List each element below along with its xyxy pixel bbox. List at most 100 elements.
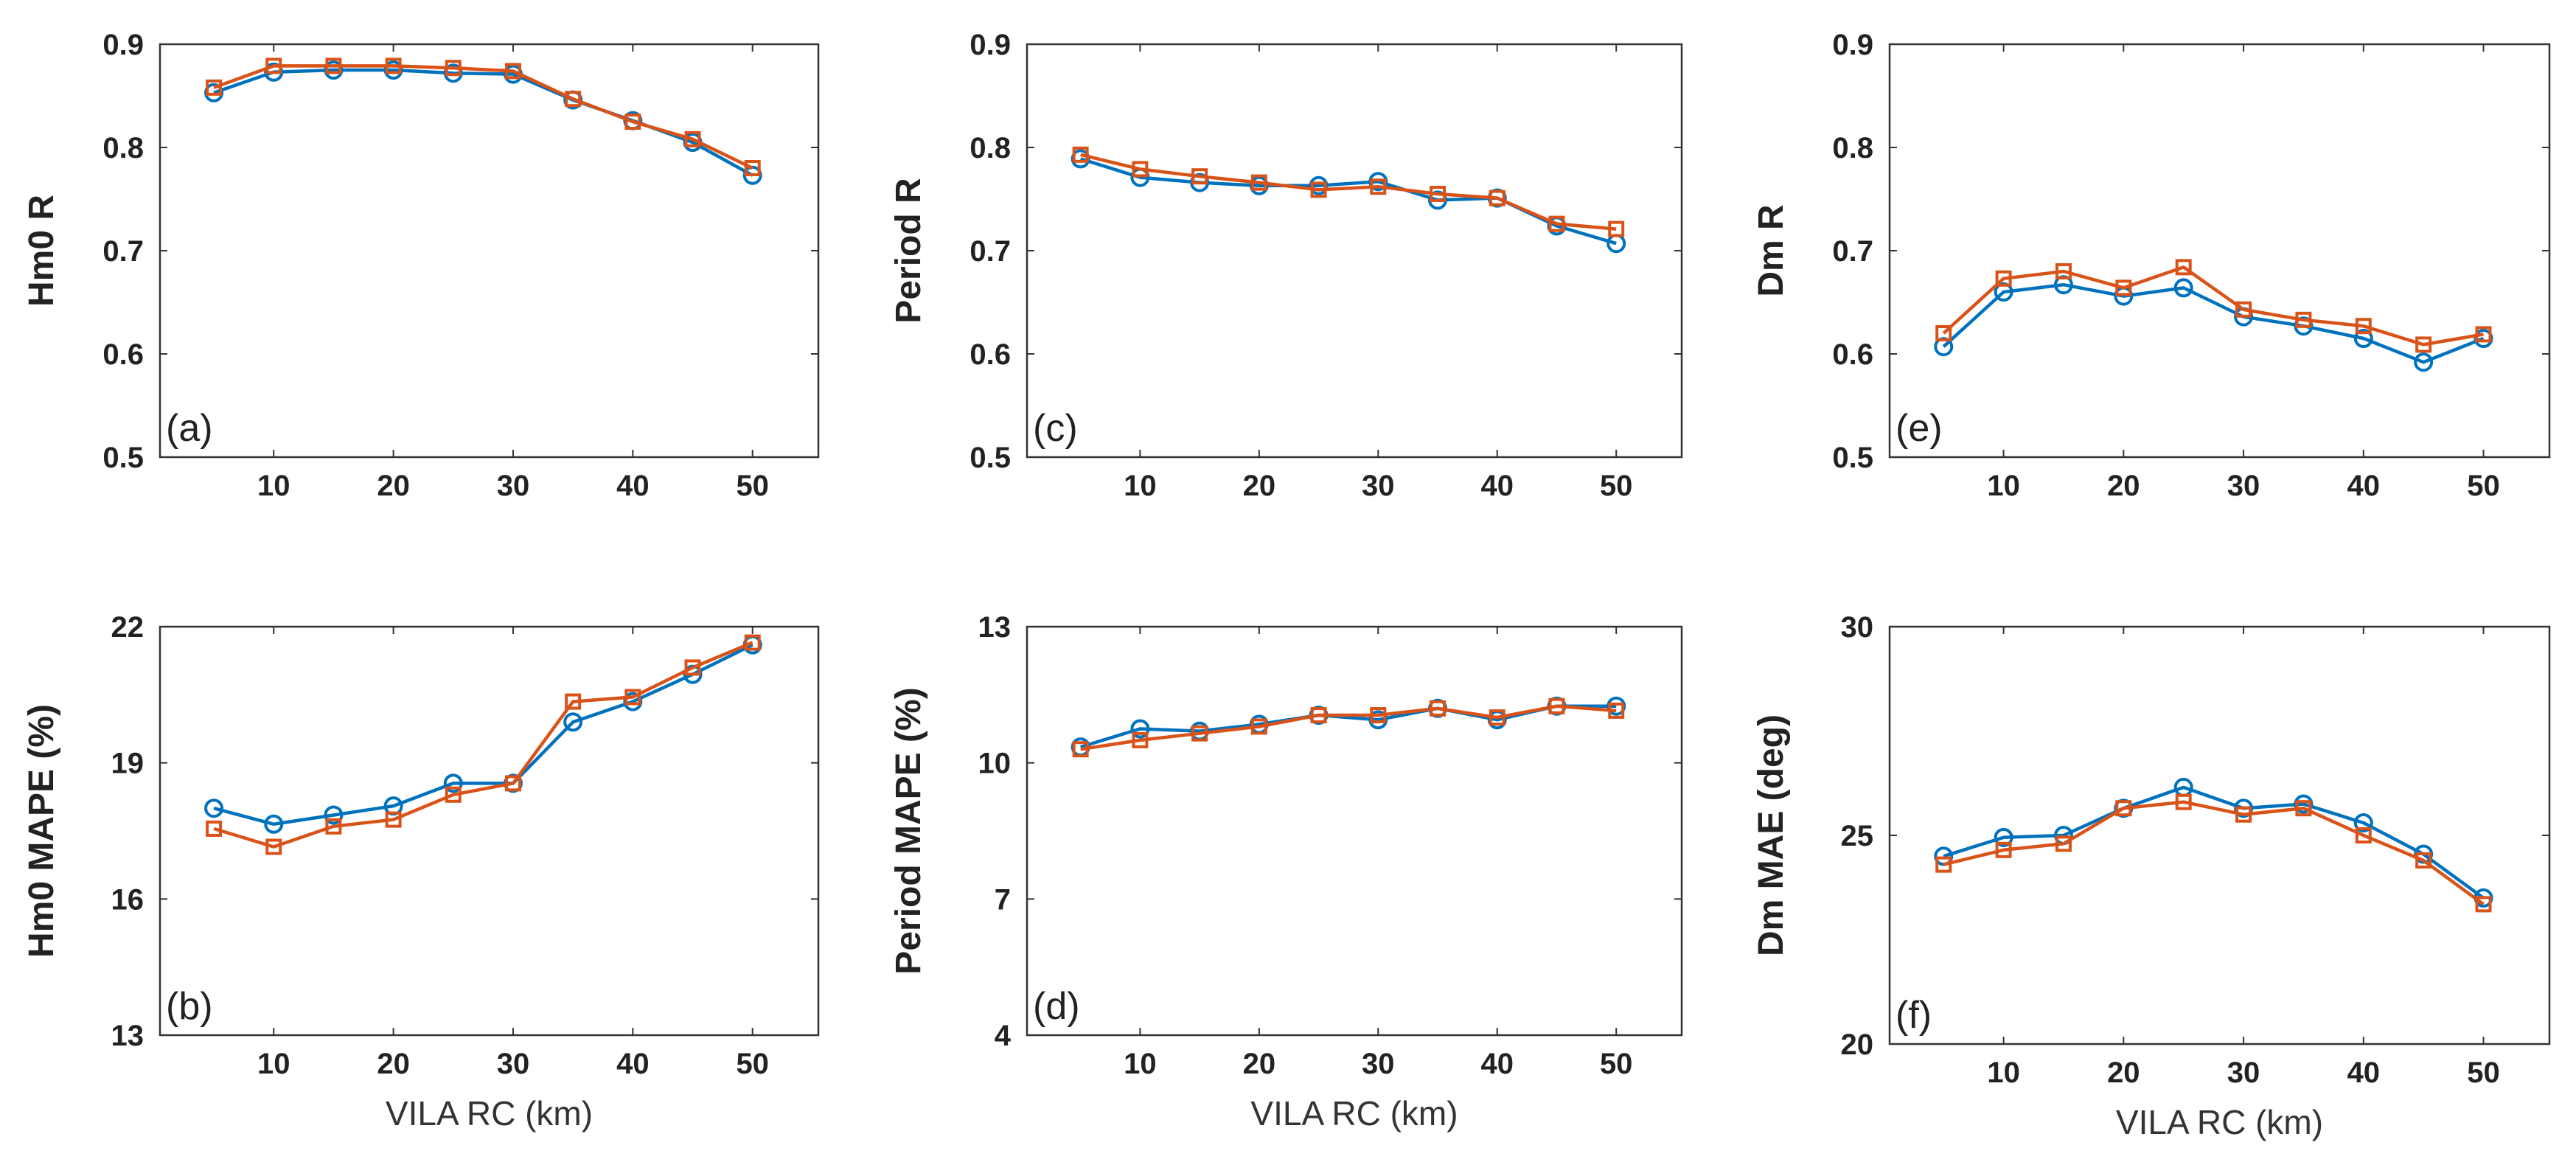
data-point-square [2295, 800, 2312, 817]
data-point-square [1935, 325, 1952, 341]
data-point-square [684, 131, 701, 147]
x-tick-label: 30 [497, 1048, 530, 1080]
panel-tag: (e) [1896, 407, 1943, 450]
x-axis-label: VILA RC (km) [386, 1094, 593, 1132]
y-tick-label: 0.9 [102, 29, 144, 61]
y-tick-label: 0.8 [1832, 132, 1873, 164]
data-point-square [2475, 896, 2492, 913]
data-point-square [2115, 279, 2132, 296]
x-tick-label: 20 [1243, 1048, 1276, 1080]
x-tick-label: 10 [1124, 1048, 1157, 1080]
panel-tag: (c) [1033, 407, 1078, 450]
plot-frame [1026, 43, 1683, 459]
data-point-square [385, 58, 402, 74]
y-tick-label: 0.5 [102, 442, 144, 474]
chart-panel-3: 10 20 30 40 50 0.5 0.6 0.7 0.8 0.9 Dm R (e) [1752, 29, 2551, 502]
y-tick-label: 13 [978, 611, 1012, 644]
y-axis-label: Dm R [1752, 204, 1791, 296]
data-point-square [1608, 702, 1625, 719]
data-point-square [2175, 259, 2192, 276]
data-point-square [1072, 146, 1089, 163]
x-tick-label: 50 [2467, 470, 2500, 502]
y-tick-label: 0.7 [1832, 235, 1873, 268]
data-point-square [1935, 856, 1952, 873]
chart-panel-5: 10 20 30 40 50 4 7 10 13 Period MAPE (%) VILA RC (… [889, 611, 1683, 1132]
panel-tag: (d) [1033, 985, 1080, 1028]
y-tick-label: 4 [995, 1020, 1012, 1052]
data-point-square [2175, 793, 2192, 810]
series-line-square [213, 641, 753, 849]
x-tick-label: 50 [736, 470, 769, 502]
series-line-circle [1942, 282, 2485, 364]
data-point-square [1191, 168, 1208, 185]
y-axis-label: Hm0 R [22, 195, 61, 307]
y-axis-label: Dm MAE (deg) [1752, 714, 1791, 956]
data-point-square [445, 786, 462, 803]
data-point-square [2475, 326, 2492, 343]
x-tick-label: 20 [2107, 1057, 2140, 1089]
y-tick-label: 0.9 [970, 29, 1011, 61]
data-point-square [1072, 741, 1089, 758]
x-tick-label: 50 [2467, 1057, 2500, 1089]
y-tick-label: 0.6 [102, 338, 144, 371]
data-point-square [2115, 800, 2132, 817]
data-point-square [2355, 827, 2372, 843]
plot-frame [1888, 625, 2551, 1045]
data-point-circle [2353, 329, 2373, 348]
series-line-square [1942, 265, 2484, 347]
panel-tag: (a) [166, 407, 213, 450]
data-point-circle [1994, 827, 2013, 847]
data-point-square [1132, 731, 1149, 748]
x-tick-label: 10 [1987, 470, 2020, 502]
y-tick-label: 16 [111, 883, 145, 916]
plot-frame [159, 625, 820, 1037]
data-point-square [1430, 186, 1447, 202]
y-tick-label: 0.5 [1832, 442, 1873, 474]
panel-tag: (f) [1896, 994, 1932, 1037]
x-tick-label: 10 [1124, 470, 1157, 502]
data-point-square [325, 818, 342, 835]
data-point-square [1548, 697, 1565, 714]
chart-panel-1: 10 20 30 40 50 0.5 0.6 0.7 0.8 0.9 Hm0 R (a) [22, 29, 820, 502]
data-point-square [2355, 318, 2372, 335]
data-point-circle [563, 712, 583, 732]
data-point-square [1548, 215, 1565, 232]
data-point-square [265, 58, 282, 74]
data-point-circle [264, 814, 284, 834]
series-line-circle [213, 643, 753, 827]
chart-panel-6: 10 20 30 40 50 20 25 30 Dm MAE (deg) VILA RC (km)… [1752, 611, 2551, 1141]
x-tick-label: 40 [616, 1048, 650, 1080]
y-tick-label: 0.5 [970, 442, 1011, 474]
x-tick-label: 20 [2107, 470, 2140, 502]
x-axis-label: VILA RC (km) [1250, 1094, 1458, 1132]
x-tick-label: 40 [1480, 1048, 1514, 1080]
data-point-square [2235, 806, 2252, 823]
data-point-square [1250, 174, 1267, 191]
data-point-square [504, 63, 521, 80]
data-point-square [1489, 709, 1505, 726]
y-tick-label: 20 [1841, 1029, 1874, 1061]
data-point-square [565, 91, 582, 108]
data-point-circle [2414, 352, 2434, 372]
data-point-square [1370, 178, 1387, 195]
y-tick-label: 25 [1841, 820, 1874, 852]
series-line-square [213, 64, 753, 170]
y-tick-label: 0.7 [970, 235, 1011, 268]
plot-frame [1026, 625, 1683, 1037]
x-tick-label: 30 [2227, 1057, 2260, 1089]
x-tick-label: 50 [1600, 470, 1633, 502]
data-point-square [504, 775, 521, 792]
y-tick-label: 0.6 [970, 338, 1011, 371]
y-tick-label: 22 [111, 611, 145, 644]
data-point-square [2415, 852, 2432, 869]
x-tick-label: 40 [616, 470, 650, 502]
data-point-square [206, 79, 223, 96]
data-point-square [624, 114, 641, 130]
chart-panel-4: 10 20 30 40 50 13 16 19 22 Hm0 MAPE (%) VILA RC (k… [22, 611, 820, 1132]
x-tick-label: 10 [257, 470, 290, 502]
x-tick-label: 20 [1243, 470, 1276, 502]
data-point-square [206, 820, 223, 837]
data-point-square [1489, 189, 1505, 206]
data-point-square [1608, 220, 1625, 237]
